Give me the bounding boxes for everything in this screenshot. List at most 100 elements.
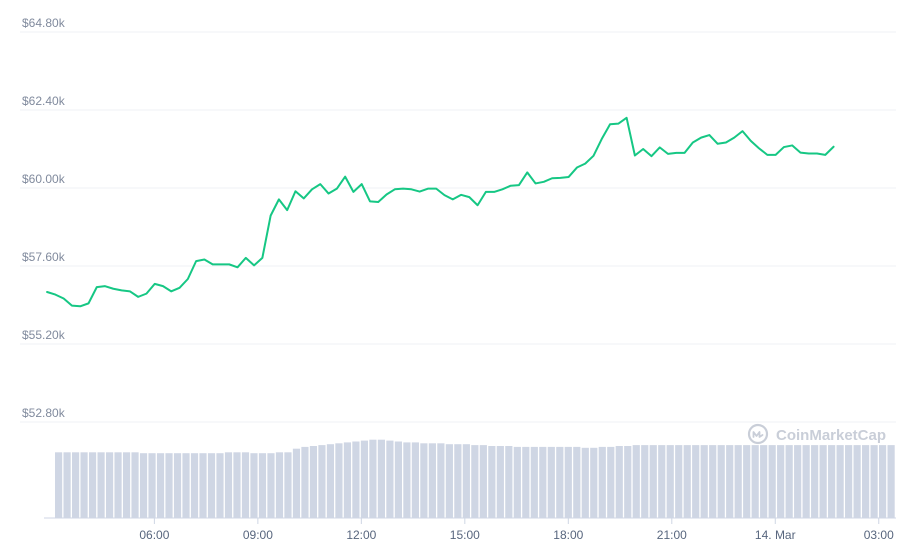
volume-bar: [675, 445, 683, 518]
volume-bar: [309, 446, 318, 518]
volume-bar: [811, 445, 819, 518]
volume-bar: [105, 452, 114, 518]
volume-bar: [539, 446, 547, 518]
x-axis: 06:00 09:00 12:00 15:00 18:00 21:00 14. Mar 03:…: [44, 517, 896, 542]
volume-bar: [692, 445, 700, 518]
volume-bar: [445, 444, 453, 518]
volume-bar: [522, 446, 530, 518]
volume-bar: [80, 452, 88, 518]
y-tick-label: $52.80k: [22, 406, 66, 420]
volume-bar: [709, 445, 717, 518]
volume-bar: [148, 453, 156, 518]
volume-bar: [734, 445, 742, 518]
volume-bar: [207, 453, 216, 518]
volume-bar: [437, 443, 445, 518]
volume-bar: [887, 445, 895, 518]
volume-bar: [785, 445, 793, 518]
x-tick-label: 14. Mar: [755, 528, 796, 542]
volume-bar: [394, 441, 402, 518]
volume-bar: [870, 445, 878, 518]
volume-bar: [301, 446, 309, 518]
watermark: CoinMarketCap: [747, 423, 886, 445]
volume-bar: [760, 445, 768, 518]
volume-bar: [403, 442, 411, 518]
volume-bar: [165, 453, 173, 518]
volume-bar: [420, 443, 428, 518]
x-tick-label: 15:00: [450, 528, 480, 542]
volume-bar: [751, 445, 759, 518]
volume-bar: [88, 452, 97, 518]
volume-bar: [496, 446, 504, 518]
volume-bar: [590, 447, 598, 518]
volume-bar: [131, 452, 139, 518]
volume-bar: [199, 453, 207, 518]
volume-bar: [462, 444, 470, 518]
y-tick-label: $57.60k: [22, 250, 66, 264]
volume-bar: [284, 452, 292, 518]
volume-bar: [547, 446, 555, 518]
volume-bar: [845, 445, 853, 518]
x-tick-label: 12:00: [346, 528, 376, 542]
volume-bar: [564, 446, 572, 518]
volume-bar: [607, 446, 615, 518]
volume-bar: [777, 445, 785, 518]
x-tick-label: 18:00: [553, 528, 583, 542]
x-tick-label: 09:00: [243, 528, 273, 542]
volume-bar: [726, 445, 734, 518]
volume-bar: [97, 452, 105, 518]
volume-bar: [275, 452, 284, 518]
volume-bar: [343, 442, 352, 518]
coinmarketcap-logo-icon: [747, 423, 769, 445]
volume-bar: [658, 445, 666, 518]
volume-bar: [717, 445, 725, 518]
volume-bar: [513, 446, 521, 518]
volume-bar: [853, 445, 861, 518]
volume-bar: [598, 446, 606, 518]
volume-bar: [318, 445, 326, 518]
volume-bar: [55, 452, 63, 518]
volume-bar: [377, 439, 385, 518]
volume-bar: [454, 444, 462, 518]
volume-bar: [479, 445, 487, 518]
volume-bar: [505, 446, 513, 518]
volume-bar: [581, 447, 589, 518]
volume-bar: [335, 443, 343, 518]
y-tick-label: $60.00k: [22, 172, 66, 186]
volume-bar: [683, 445, 691, 518]
volume-bar: [428, 443, 436, 518]
volume-bar: [182, 453, 190, 518]
volume-bar: [216, 453, 224, 518]
volume-bar: [369, 439, 377, 518]
volume-bar: [632, 445, 640, 518]
volume-bar: [122, 452, 131, 518]
volume-bar: [71, 452, 80, 518]
volume-bar: [156, 453, 165, 518]
volume-bar: [258, 453, 267, 518]
volume-bar: [573, 446, 581, 518]
volume-bar: [641, 445, 649, 518]
volume-bar: [173, 453, 182, 518]
volume-bar: [828, 445, 836, 518]
volume-bar: [879, 445, 887, 518]
volume-bar: [530, 446, 538, 518]
y-tick-label: $62.40k: [22, 94, 66, 108]
volume-bar: [224, 452, 233, 518]
volume-bar: [794, 445, 802, 518]
y-tick-label: $64.80k: [22, 16, 66, 30]
volume-bar: [836, 445, 844, 518]
volume-bar: [488, 446, 496, 518]
volume-bar: [352, 441, 360, 518]
volume-bar: [666, 445, 674, 518]
x-tick-label: 06:00: [139, 528, 169, 542]
volume-bar: [556, 446, 564, 518]
volume-bar: [615, 446, 623, 518]
volume-bar: [471, 445, 479, 518]
volume-bar: [267, 453, 275, 518]
volume-bar: [802, 445, 810, 518]
volume-bar: [292, 448, 301, 518]
volume-bar: [63, 452, 71, 518]
volume-bar: [139, 453, 148, 518]
x-tick-label: 03:00: [864, 528, 894, 542]
